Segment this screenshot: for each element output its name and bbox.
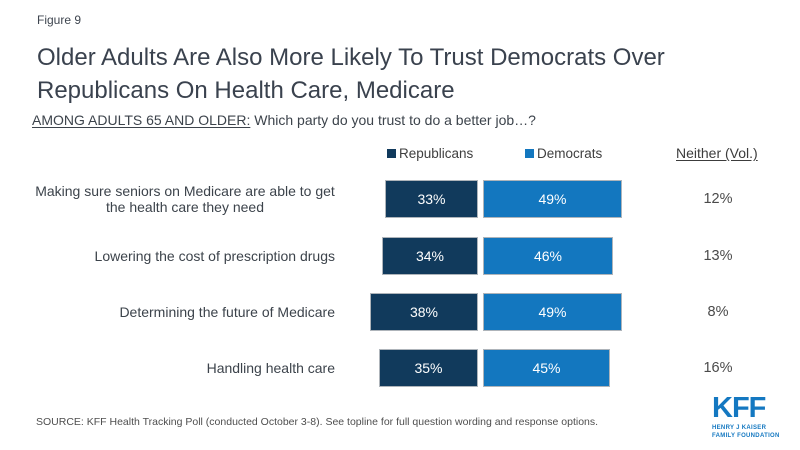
- bar-value: 49%: [538, 304, 567, 320]
- legend-item-republicans: Republicans: [387, 146, 473, 161]
- legend-item-democrats: Democrats: [525, 146, 602, 161]
- neither-value: 12%: [703, 191, 733, 207]
- bar-value: 33%: [417, 191, 446, 207]
- neither-column-header: Neither (Vol.): [676, 145, 758, 161]
- subtitle-question: Which party do you trust to do a better …: [250, 112, 536, 128]
- chart-row: Lowering the cost of prescription drugs …: [0, 237, 800, 275]
- bar-value: 35%: [414, 360, 443, 376]
- republicans-swatch-icon: [387, 149, 396, 158]
- democrats-bar: 49%: [483, 180, 622, 218]
- bar-value: 34%: [415, 248, 445, 264]
- republicans-bar: 38%: [370, 293, 478, 331]
- chart-row: Handling health care 35% 45% 16%: [0, 349, 800, 387]
- neither-value: 13%: [703, 248, 733, 264]
- bar-value: 45%: [532, 360, 561, 376]
- legend-label-democrats: Democrats: [537, 146, 603, 161]
- democrats-swatch-icon: [525, 149, 534, 158]
- bar-value: 49%: [538, 191, 567, 207]
- category-label: Determining the future of Medicare: [119, 303, 335, 320]
- bar-value: 38%: [409, 304, 439, 320]
- kff-logo: KFF HENRY J KAISER FAMILY FOUNDATION: [712, 392, 782, 440]
- legend-label-republicans: Republicans: [399, 146, 474, 161]
- democrats-bar: 45%: [483, 349, 610, 387]
- neither-value: 8%: [707, 304, 729, 320]
- republicans-bar: 34%: [382, 237, 478, 275]
- source-note: SOURCE: KFF Health Tracking Poll (conduc…: [36, 416, 599, 428]
- page-title: Older Adults Are Also More Likely To Tru…: [37, 44, 665, 104]
- chart-row: Making sure seniors on Medicare are able…: [0, 180, 800, 218]
- kff-logo-subtext-line1: HENRY J KAISER: [712, 425, 767, 431]
- chart-row: Determining the future of Medicare 38% 4…: [0, 293, 800, 331]
- neither-value: 16%: [703, 360, 733, 376]
- category-label: Handling health care: [206, 359, 335, 376]
- republicans-bar: 35%: [379, 349, 478, 387]
- category-label: Making sure seniors on Medicare are able…: [35, 182, 335, 216]
- category-label: Lowering the cost of prescription drugs: [94, 247, 335, 264]
- figure-label: Figure 9: [37, 13, 82, 27]
- democrats-bar: 46%: [483, 237, 613, 275]
- republicans-bar: 33%: [385, 180, 478, 218]
- democrats-bar: 49%: [483, 293, 622, 331]
- bar-value: 46%: [533, 248, 563, 264]
- subtitle-population: AMONG ADULTS 65 AND OLDER:: [32, 112, 251, 128]
- subtitle: AMONG ADULTS 65 AND OLDER: Which party d…: [32, 112, 536, 128]
- kff-logo-subtext-line2: FAMILY FOUNDATION: [712, 433, 780, 439]
- kff-logo-text: KFF: [712, 392, 766, 424]
